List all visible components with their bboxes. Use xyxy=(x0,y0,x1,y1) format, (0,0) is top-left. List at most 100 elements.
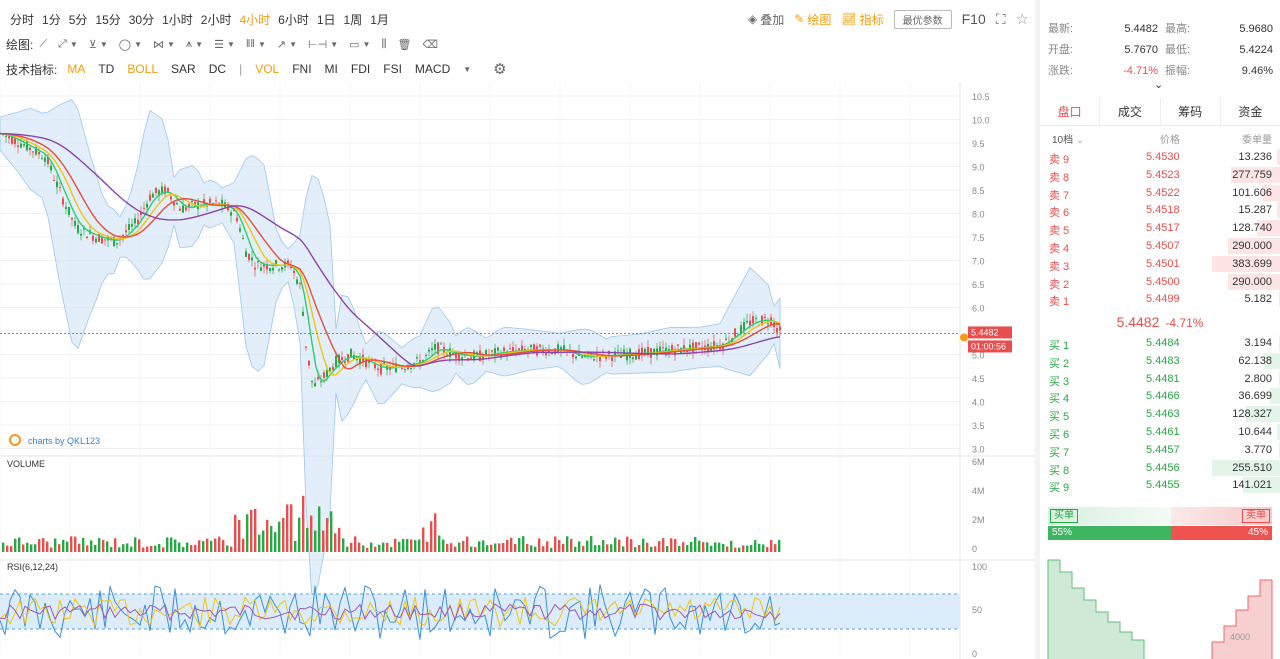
indicator-td[interactable]: TD xyxy=(98,62,115,76)
arrow-tool-icon[interactable]: ↗ ▼ xyxy=(276,38,298,51)
indicator-vol[interactable]: VOL xyxy=(255,62,280,76)
sell-row[interactable]: 卖 7 5.4522 101.606 xyxy=(1040,184,1280,202)
timeframe-2[interactable]: 5分 xyxy=(68,12,88,27)
timeframe-0[interactable]: 分时 xyxy=(10,12,35,27)
depth-levels-select[interactable]: 10档 ⌄ xyxy=(1052,135,1085,146)
fib-tool-icon[interactable]: ☰ ▼ xyxy=(214,38,235,51)
ray-tool-icon[interactable]: ⤢ ▼ xyxy=(58,37,78,50)
buy-row[interactable]: 买 2 5.4483 62.138 xyxy=(1040,352,1280,370)
sell-row[interactable]: 卖 9 5.4530 13.236 xyxy=(1040,148,1280,166)
circle-tool-icon[interactable]: ◯ ▼ xyxy=(118,38,142,51)
trash-icon[interactable]: 🗑︎ xyxy=(397,38,412,51)
sell-row[interactable]: 卖 2 5.4500 290.000 xyxy=(1040,273,1280,291)
overlay-button[interactable]: ◈ 叠加 xyxy=(748,12,785,27)
candle-body xyxy=(281,267,283,270)
buy-row[interactable]: 买 1 5.4484 3.194 xyxy=(1040,334,1280,352)
f10-button[interactable]: F10 xyxy=(961,11,986,27)
sell-row[interactable]: 卖 1 5.4499 5.182 xyxy=(1040,290,1280,308)
timeframe-11[interactable]: 1月 xyxy=(370,12,389,27)
candle-body xyxy=(560,347,562,351)
sell-row[interactable]: 卖 5 5.4517 128.740 xyxy=(1040,219,1280,237)
buy-row[interactable]: 买 9 5.4455 141.021 xyxy=(1040,476,1280,494)
gear-icon[interactable]: ⚙ xyxy=(493,61,507,78)
layers-icon: ◈ xyxy=(748,12,758,26)
sell-row[interactable]: 卖 6 5.4518 15.287 xyxy=(1040,201,1280,219)
sell-row[interactable]: 卖 4 5.4507 290.000 xyxy=(1040,237,1280,255)
indicator-fni[interactable]: FNI xyxy=(292,62,312,76)
timeframe-10[interactable]: 1周 xyxy=(343,12,363,27)
candle-body xyxy=(230,212,232,216)
volume-bar xyxy=(658,541,661,552)
candle-body xyxy=(455,351,457,359)
line-tool-icon[interactable]: ⟋ xyxy=(39,37,48,50)
optimal-params-button[interactable]: 最优参数 xyxy=(893,9,952,29)
indicator-fsi[interactable]: FSI xyxy=(383,62,402,76)
buy-row[interactable]: 买 4 5.4466 36.699 xyxy=(1040,387,1280,405)
draw-button[interactable]: ✎ 绘图 xyxy=(794,12,832,27)
sell-row[interactable]: 卖 3 5.4501 383.699 xyxy=(1040,255,1280,273)
fullscreen-icon[interactable]: ⛶ xyxy=(995,10,1006,27)
tab-0[interactable]: 盘口 xyxy=(1057,105,1082,119)
volume-bar xyxy=(86,545,89,552)
trend-tool-icon[interactable]: ⊻ ▼ xyxy=(88,38,108,51)
candle-body xyxy=(116,243,118,245)
chevron-down-icon[interactable]: ▼ xyxy=(463,64,472,74)
level-price: 5.4457 xyxy=(1146,443,1180,456)
pattern-tool-icon[interactable]: ⩚ ▼ xyxy=(185,37,204,50)
volume-bar xyxy=(654,546,657,552)
indicator-fdi[interactable]: FDI xyxy=(350,62,371,76)
tab-2[interactable]: 筹码 xyxy=(1159,98,1220,125)
buy-row[interactable]: 买 8 5.4456 255.510 xyxy=(1040,459,1280,477)
indicator-dc[interactable]: DC xyxy=(208,62,227,76)
ratio-gradient xyxy=(1048,507,1272,525)
sell-row[interactable]: 卖 8 5.4523 277.759 xyxy=(1040,166,1280,184)
candle-body xyxy=(365,359,367,368)
tab-1[interactable]: 成交 xyxy=(1099,98,1159,125)
volume-bar xyxy=(2,542,5,552)
indicator-mi[interactable]: MI xyxy=(324,62,338,76)
indicator-sar[interactable]: SAR xyxy=(171,62,196,76)
volume-bar xyxy=(706,542,709,552)
candle-body xyxy=(23,144,25,146)
candle-body xyxy=(185,207,187,211)
timeframe-8[interactable]: 6小时 xyxy=(278,12,309,27)
buy-row[interactable]: 买 3 5.4481 2.800 xyxy=(1040,370,1280,388)
indicator-button[interactable]: 📈︎ 指标 xyxy=(841,12,884,27)
rsi12-line xyxy=(0,596,781,629)
timeframe-5[interactable]: 1小时 xyxy=(162,12,193,27)
candle-body xyxy=(161,186,163,194)
star-icon[interactable]: ☆ xyxy=(1015,11,1029,28)
timeframe-1[interactable]: 1分 xyxy=(42,12,61,27)
candle-body xyxy=(545,352,547,356)
candle-body xyxy=(20,143,22,148)
candle-body xyxy=(425,355,427,357)
timeframe-4[interactable]: 30分 xyxy=(128,12,155,27)
volume-bar xyxy=(30,544,33,552)
candle-body xyxy=(437,342,439,354)
depth-bar xyxy=(1276,202,1280,219)
buy-row[interactable]: 买 6 5.4461 10.644 xyxy=(1040,423,1280,441)
timeframe-9[interactable]: 1日 xyxy=(316,12,336,27)
price-chart[interactable]: 10.510.09.59.08.58.07.57.06.56.05.55.04.… xyxy=(0,82,1035,659)
range-tool-icon[interactable]: ⊢⊣ ▼ xyxy=(308,38,339,51)
timeframe-6[interactable]: 2小时 xyxy=(200,12,232,27)
indicator-boll[interactable]: BOLL xyxy=(127,62,159,76)
tab-3[interactable]: 资金 xyxy=(1219,98,1280,125)
buy-row[interactable]: 买 7 5.4457 3.770 xyxy=(1040,441,1280,459)
comment-tool-icon[interactable]: ▭ ▼ xyxy=(349,38,371,51)
candle-body xyxy=(17,145,19,147)
channel-tool-icon[interactable]: ‖‖ ▼ xyxy=(245,38,266,50)
expand-chevron-icon[interactable]: ⌄ xyxy=(1154,79,1164,91)
candle-body xyxy=(284,261,286,268)
indicator-ma[interactable]: MA xyxy=(67,62,86,76)
bars-tool-icon[interactable]: ⫼ xyxy=(381,37,387,50)
buy-row[interactable]: 买 5 5.4463 128.327 xyxy=(1040,405,1280,423)
candle-body xyxy=(335,355,337,368)
indicator-macd[interactable]: MACD xyxy=(414,62,451,76)
candle-body xyxy=(326,369,328,377)
timeframe-7[interactable]: 4小时 xyxy=(239,12,271,27)
timeframe-3[interactable]: 15分 xyxy=(95,12,121,27)
eraser-icon[interactable]: ⌫ xyxy=(422,38,439,51)
wave-tool-icon[interactable]: ⋈ ▼ xyxy=(153,38,175,51)
volume-bar xyxy=(154,545,157,552)
